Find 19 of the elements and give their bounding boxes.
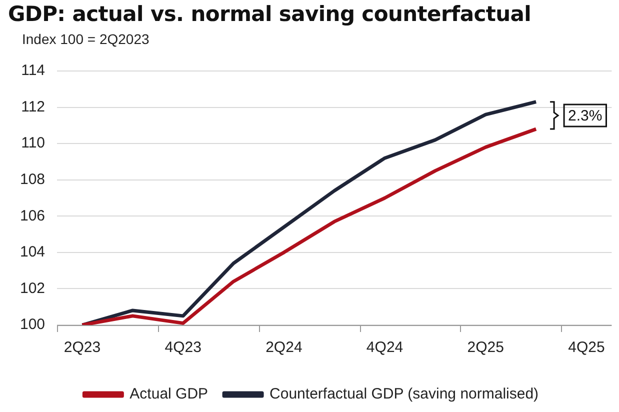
x-tick-label: 2Q25: [467, 339, 504, 356]
chart-title: GDP: actual vs. normal saving counterfactual: [8, 2, 532, 26]
y-tick-label: 114: [21, 62, 46, 80]
y-tick-label: 100: [20, 316, 46, 334]
annotation: 2.3%: [568, 108, 602, 125]
x-tick-label: 4Q25: [568, 339, 605, 356]
y-tick-label: 102: [20, 280, 46, 297]
legend-label: Actual GDP: [130, 386, 208, 403]
x-tick-label: 2Q23: [64, 339, 101, 356]
y-tick-label: 106: [20, 207, 46, 224]
x-tick-label: 4Q23: [164, 339, 202, 356]
x-tick-label: 4Q24: [366, 339, 404, 356]
legend-label: Counterfactual GDP (saving normalised): [270, 386, 539, 403]
y-tick-label: 108: [20, 171, 46, 188]
y-tick-label: 104: [20, 244, 46, 261]
y-tick-label: 110: [21, 134, 46, 152]
chart-subtitle: Index 100 = 2Q2023: [22, 31, 150, 47]
y-tick-label: 112: [21, 98, 46, 116]
x-tick-label: 2Q24: [266, 339, 302, 356]
